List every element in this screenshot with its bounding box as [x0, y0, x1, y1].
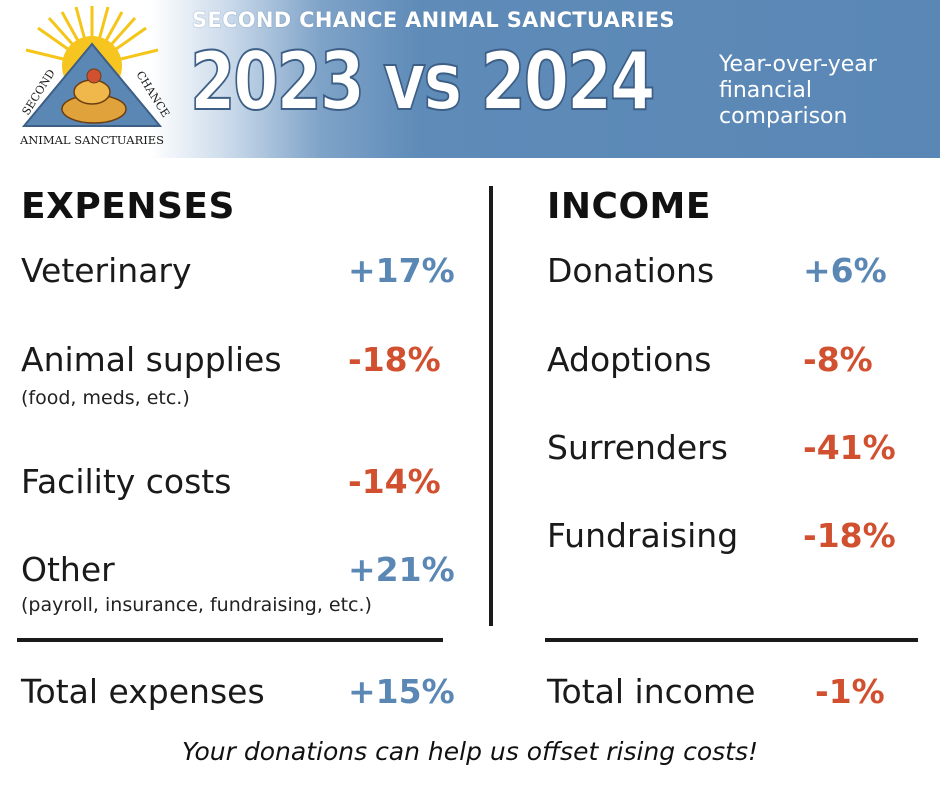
donation-message: Your donations can help us offset rising… [181, 737, 758, 766]
total-expenses-label: Total expenses [21, 672, 265, 711]
subtitle-line-3: comparison [719, 104, 848, 129]
expense-note-other: (payroll, insurance, fundraising, etc.) [21, 594, 372, 616]
expense-change-veterinary: +17% [348, 251, 455, 290]
expense-label-veterinary: Veterinary [21, 251, 192, 290]
income-label-adoptions: Adoptions [547, 340, 712, 379]
column-divider [489, 186, 493, 626]
expense-change-facility-costs: -14% [348, 462, 441, 501]
income-label-donations: Donations [547, 251, 715, 290]
expense-label-facility-costs: Facility costs [21, 462, 232, 501]
income-title: INCOME [547, 186, 711, 227]
headline-years: 2023 vs 2024 [189, 35, 656, 129]
income-change-donations: +6% [803, 251, 887, 290]
income-divider [545, 638, 918, 642]
expense-change-animal-supplies: -18% [348, 340, 441, 379]
income-change-surrenders: -41% [803, 428, 896, 467]
subtitle-line-1: Year-over-year [719, 52, 877, 77]
bird-icon [86, 68, 102, 84]
org-name: SECOND CHANCE ANIMAL SANCTUARIES [192, 8, 675, 32]
subtitle: Year-over-year financial comparison [719, 52, 934, 130]
total-income-change: -1% [815, 672, 885, 711]
total-income-label: Total income [547, 672, 756, 711]
cat-icon [73, 79, 111, 105]
expense-label-animal-supplies: Animal supplies [21, 340, 282, 379]
logo-text-bottom: ANIMAL SANCTUARIES [19, 133, 164, 147]
expense-label-other: Other [21, 550, 115, 589]
total-expenses-change: +15% [348, 672, 455, 711]
header-banner: SECOND CHANCE ANIMAL SANCTUARIES SECOND … [0, 0, 940, 158]
income-change-fundraising: -18% [803, 516, 896, 555]
expense-note-animal-supplies: (food, meds, etc.) [21, 387, 190, 409]
income-label-fundraising: Fundraising [547, 516, 739, 555]
income-label-surrenders: Surrenders [547, 428, 728, 467]
subtitle-line-2: financial [719, 78, 813, 103]
expenses-divider [17, 638, 443, 642]
expenses-title: EXPENSES [21, 186, 235, 227]
expense-change-other: +21% [348, 550, 455, 589]
income-change-adoptions: -8% [803, 340, 873, 379]
sanctuary-logo: SECOND CHANCE ANIMAL SANCTUARIES [19, 6, 172, 147]
